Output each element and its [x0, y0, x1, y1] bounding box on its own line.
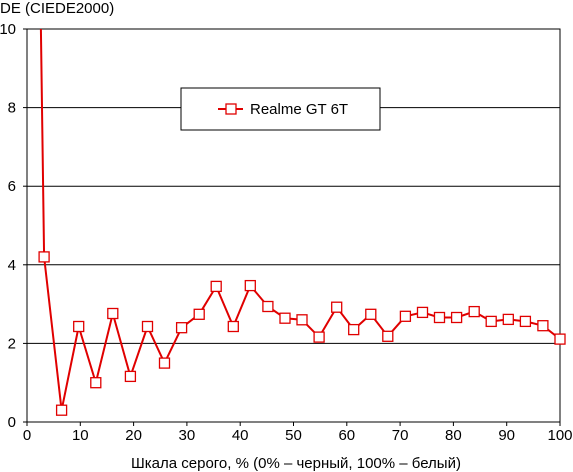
data-point: [158, 357, 171, 369]
x-tick-label: 30: [179, 427, 196, 444]
data-point: [227, 320, 239, 333]
series-layer: [38, 29, 566, 416]
x-tick-label: 20: [125, 427, 142, 444]
gridlines: [27, 107, 560, 344]
x-tick-label: 50: [285, 427, 302, 444]
x-axis-ticks: 0 10 20 30 40 50 60 70 80 90 100: [23, 422, 573, 444]
data-point: [124, 370, 137, 383]
x-axis-title: Шкала серого, % (0% – черный, 100% – бел…: [131, 455, 461, 472]
x-tick-label: 0: [23, 427, 31, 444]
x-tick-label: 10: [72, 427, 89, 444]
plot-area: 0 10 20 30 40 50 60 70 80 90 100 0 2 4 6 8 10: [0, 21, 573, 444]
data-point: [210, 280, 222, 293]
data-point: [90, 377, 102, 389]
data-point: [141, 320, 154, 333]
data-point: [450, 311, 463, 324]
data-point: [175, 322, 188, 334]
data-point: [365, 308, 377, 320]
data-point: [244, 279, 256, 292]
y-tick-label: 0: [8, 414, 16, 431]
series-0: [38, 29, 566, 416]
y-tick-label: 10: [0, 21, 16, 38]
data-point: [502, 313, 514, 326]
y-axis-ticks: 0 2 4 6 8 10: [0, 21, 27, 431]
data-point: [38, 251, 50, 263]
x-tick-label: 90: [498, 427, 515, 444]
data-point: [519, 315, 532, 328]
series-line: [39, 29, 560, 412]
x-tick-label: 70: [392, 427, 409, 444]
data-point: [193, 308, 205, 320]
data-point: [296, 314, 308, 326]
y-tick-label: 4: [8, 257, 16, 274]
data-point: [262, 300, 274, 313]
x-tick-label: 60: [338, 427, 355, 444]
data-point: [348, 323, 360, 336]
legend-series-label: Realme GT 6T: [250, 101, 348, 118]
data-point: [313, 331, 325, 343]
y-tick-label: 6: [8, 178, 16, 195]
legend: Realme GT 6T: [180, 87, 381, 131]
y-axis-title: DE (CIEDE2000): [0, 0, 114, 17]
x-tick-label: 40: [232, 427, 249, 444]
data-point: [399, 310, 412, 322]
data-point: [537, 320, 549, 332]
data-point: [554, 333, 566, 345]
data-point: [416, 306, 429, 319]
data-point: [382, 330, 394, 342]
data-point: [331, 301, 343, 313]
data-point: [485, 315, 497, 328]
data-point: [55, 404, 68, 416]
y-tick-label: 8: [8, 100, 16, 117]
data-point: [279, 312, 291, 324]
x-tick-label: 100: [547, 427, 572, 444]
x-tick-label: 80: [445, 427, 462, 444]
data-point: [73, 320, 85, 333]
data-point: [468, 305, 480, 318]
legend-series-marker: [225, 103, 237, 115]
y-tick-label: 2: [8, 335, 16, 352]
legend-box: [180, 87, 381, 131]
data-point: [107, 307, 119, 320]
data-point: [433, 311, 446, 324]
